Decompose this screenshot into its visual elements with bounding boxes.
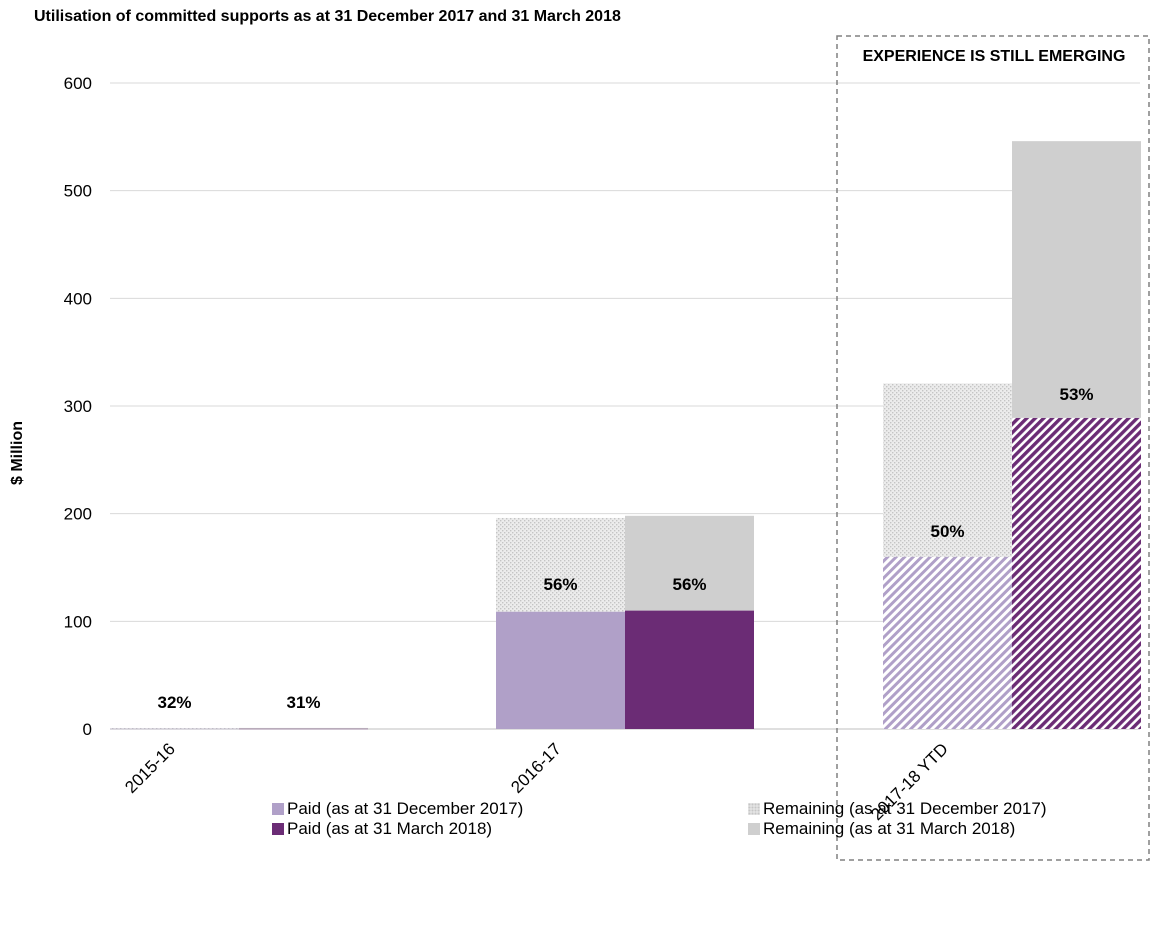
legend-label-paid-mar: Paid (as at 31 March 2018) (287, 819, 493, 838)
legend-swatch-remaining-mar (748, 823, 760, 835)
y-tick-label: 0 (83, 720, 92, 739)
data-label-dec-2015-16: 32% (157, 693, 191, 712)
x-tick-label: 2016-17 (507, 739, 565, 797)
legend-swatch-paid-mar (272, 823, 284, 835)
legend-paid-mar: Paid (as at 31 March 2018) (272, 819, 492, 839)
bar-remaining-dec-2015-16 (110, 728, 239, 729)
y-tick-labels: 0 100 200 300 400 500 600 (64, 74, 92, 739)
y-tick-label: 200 (64, 505, 92, 524)
data-label-dec-2017-18 YTD: 50% (930, 522, 964, 541)
legend-label-remaining-mar: Remaining (as at 31 March 2018) (763, 819, 1016, 838)
legend-remaining-dec: Remaining (as at 31 December 2017) (748, 799, 1046, 819)
x-tick-label: 2015-16 (121, 739, 179, 797)
legend-paid-dec: Paid (as at 31 December 2017) (272, 799, 523, 819)
y-tick-label: 500 (64, 182, 92, 201)
bar-paid-dec-2015-16 (110, 728, 239, 730)
bar-paid-mar-2017-18 YTD (1012, 417, 1141, 729)
bar-remaining-dec-2017-18 YTD (883, 383, 1012, 557)
bar-remaining-dec-2016-17 (496, 517, 625, 612)
data-label-mar-2017-18 YTD: 53% (1059, 385, 1093, 404)
legend-remaining-mar: Remaining (as at 31 March 2018) (748, 819, 1015, 839)
chart-title: Utilisation of committed supports as at … (34, 8, 621, 25)
y-axis-label: $ Million (9, 421, 26, 485)
y-tick-label: 600 (64, 74, 92, 93)
y-tick-label: 100 (64, 612, 92, 631)
data-label-mar-2016-17: 56% (672, 575, 706, 594)
bar-paid-mar-2015-16 (239, 728, 368, 730)
legend-swatch-remaining-dec (748, 803, 760, 815)
legend-swatch-paid-dec (272, 803, 284, 815)
legend-label-paid-dec: Paid (as at 31 December 2017) (287, 799, 524, 818)
bar-remaining-mar-2016-17 (625, 515, 754, 611)
bar-paid-dec-2016-17 (496, 611, 625, 729)
y-tick-label: 400 (64, 289, 92, 308)
annotation-line-1: EXPERIENCE IS STILL EMERGING (863, 48, 1126, 65)
data-label-mar-2015-16: 31% (286, 693, 320, 712)
data-labels: 32% 31% 56% 56% 50% 53% (157, 385, 1093, 712)
annotation-box (836, 35, 1150, 861)
y-tick-label: 300 (64, 397, 92, 416)
bar-paid-dec-2017-18 YTD (883, 556, 1012, 729)
legend-label-remaining-dec: Remaining (as at 31 December 2017) (763, 799, 1047, 818)
bar-paid-mar-2016-17 (625, 610, 754, 729)
bars (110, 141, 1141, 730)
data-label-dec-2016-17: 56% (543, 575, 577, 594)
bar-remaining-mar-2015-16 (239, 727, 368, 729)
bar-remaining-mar-2017-18 YTD (1012, 141, 1141, 418)
